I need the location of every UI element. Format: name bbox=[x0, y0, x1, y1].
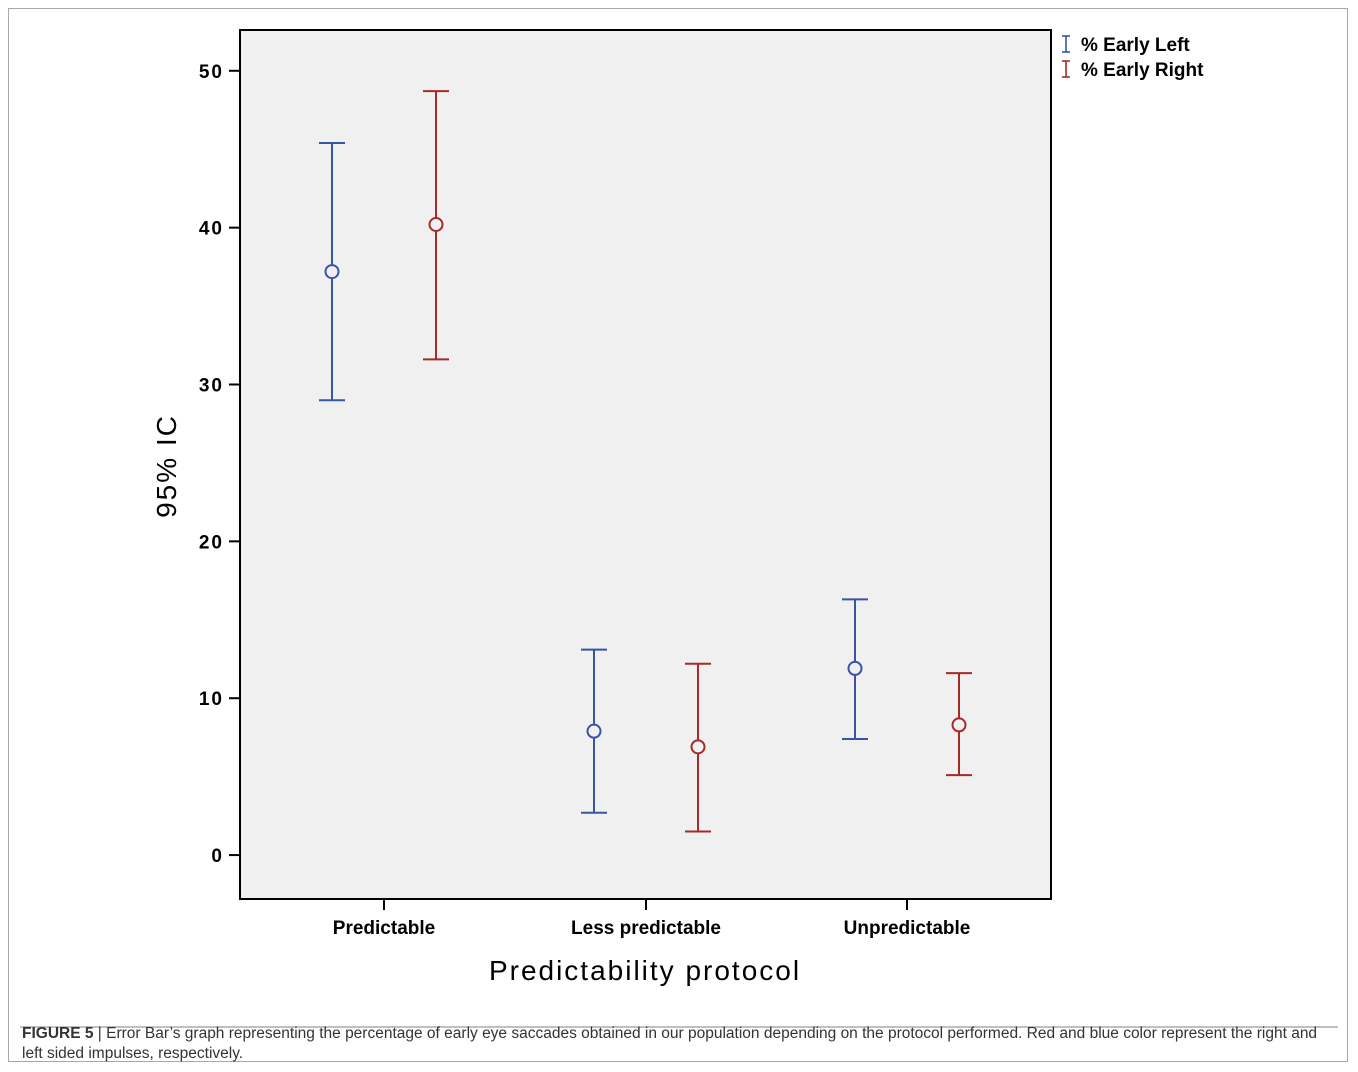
x-tick-label: Unpredictable bbox=[844, 918, 971, 939]
legend-label: % Early Right bbox=[1081, 60, 1204, 81]
mean-marker bbox=[428, 217, 444, 233]
caption-text: | Error Bar’s graph representing the per… bbox=[22, 1025, 1318, 1062]
x-tick-label: Predictable bbox=[333, 918, 435, 939]
y-tick-label: 40 bbox=[199, 219, 224, 240]
series-early-right bbox=[423, 90, 972, 833]
y-axis: 0 10 20 30 40 50 bbox=[199, 62, 240, 867]
caption-rule bbox=[20, 1026, 1338, 1028]
y-tick-label: 0 bbox=[211, 846, 224, 867]
mean-marker bbox=[951, 717, 967, 733]
x-axis-title: Predictability protocol bbox=[489, 955, 801, 986]
mean-marker bbox=[847, 660, 863, 676]
caption-label: FIGURE 5 bbox=[22, 1025, 94, 1042]
legend: % Early Left % Early Right bbox=[1062, 35, 1204, 81]
y-tick-label: 30 bbox=[199, 376, 224, 397]
figure-frame bbox=[8, 8, 1348, 1062]
x-axis: Predictable Less predictable Unpredictable bbox=[333, 899, 971, 939]
x-tick-label: Less predictable bbox=[571, 918, 721, 939]
mean-marker bbox=[324, 264, 340, 280]
figure-caption: FIGURE 5 | Error Bar’s graph representin… bbox=[22, 1024, 1332, 1064]
series-layer bbox=[319, 90, 972, 833]
y-tick-label: 10 bbox=[199, 689, 224, 710]
y-tick-label: 50 bbox=[199, 62, 224, 83]
error-bar-chart: 0 10 20 30 40 50 Predictable Less predictable U… bbox=[151, 29, 1204, 986]
series-early-left bbox=[319, 141, 868, 814]
plot-area bbox=[239, 29, 1052, 900]
mean-marker bbox=[690, 739, 706, 755]
mean-marker bbox=[586, 723, 602, 739]
y-axis-title: 95% IC bbox=[151, 414, 182, 518]
y-tick-label: 20 bbox=[199, 532, 224, 553]
legend-label: % Early Left bbox=[1081, 35, 1190, 56]
